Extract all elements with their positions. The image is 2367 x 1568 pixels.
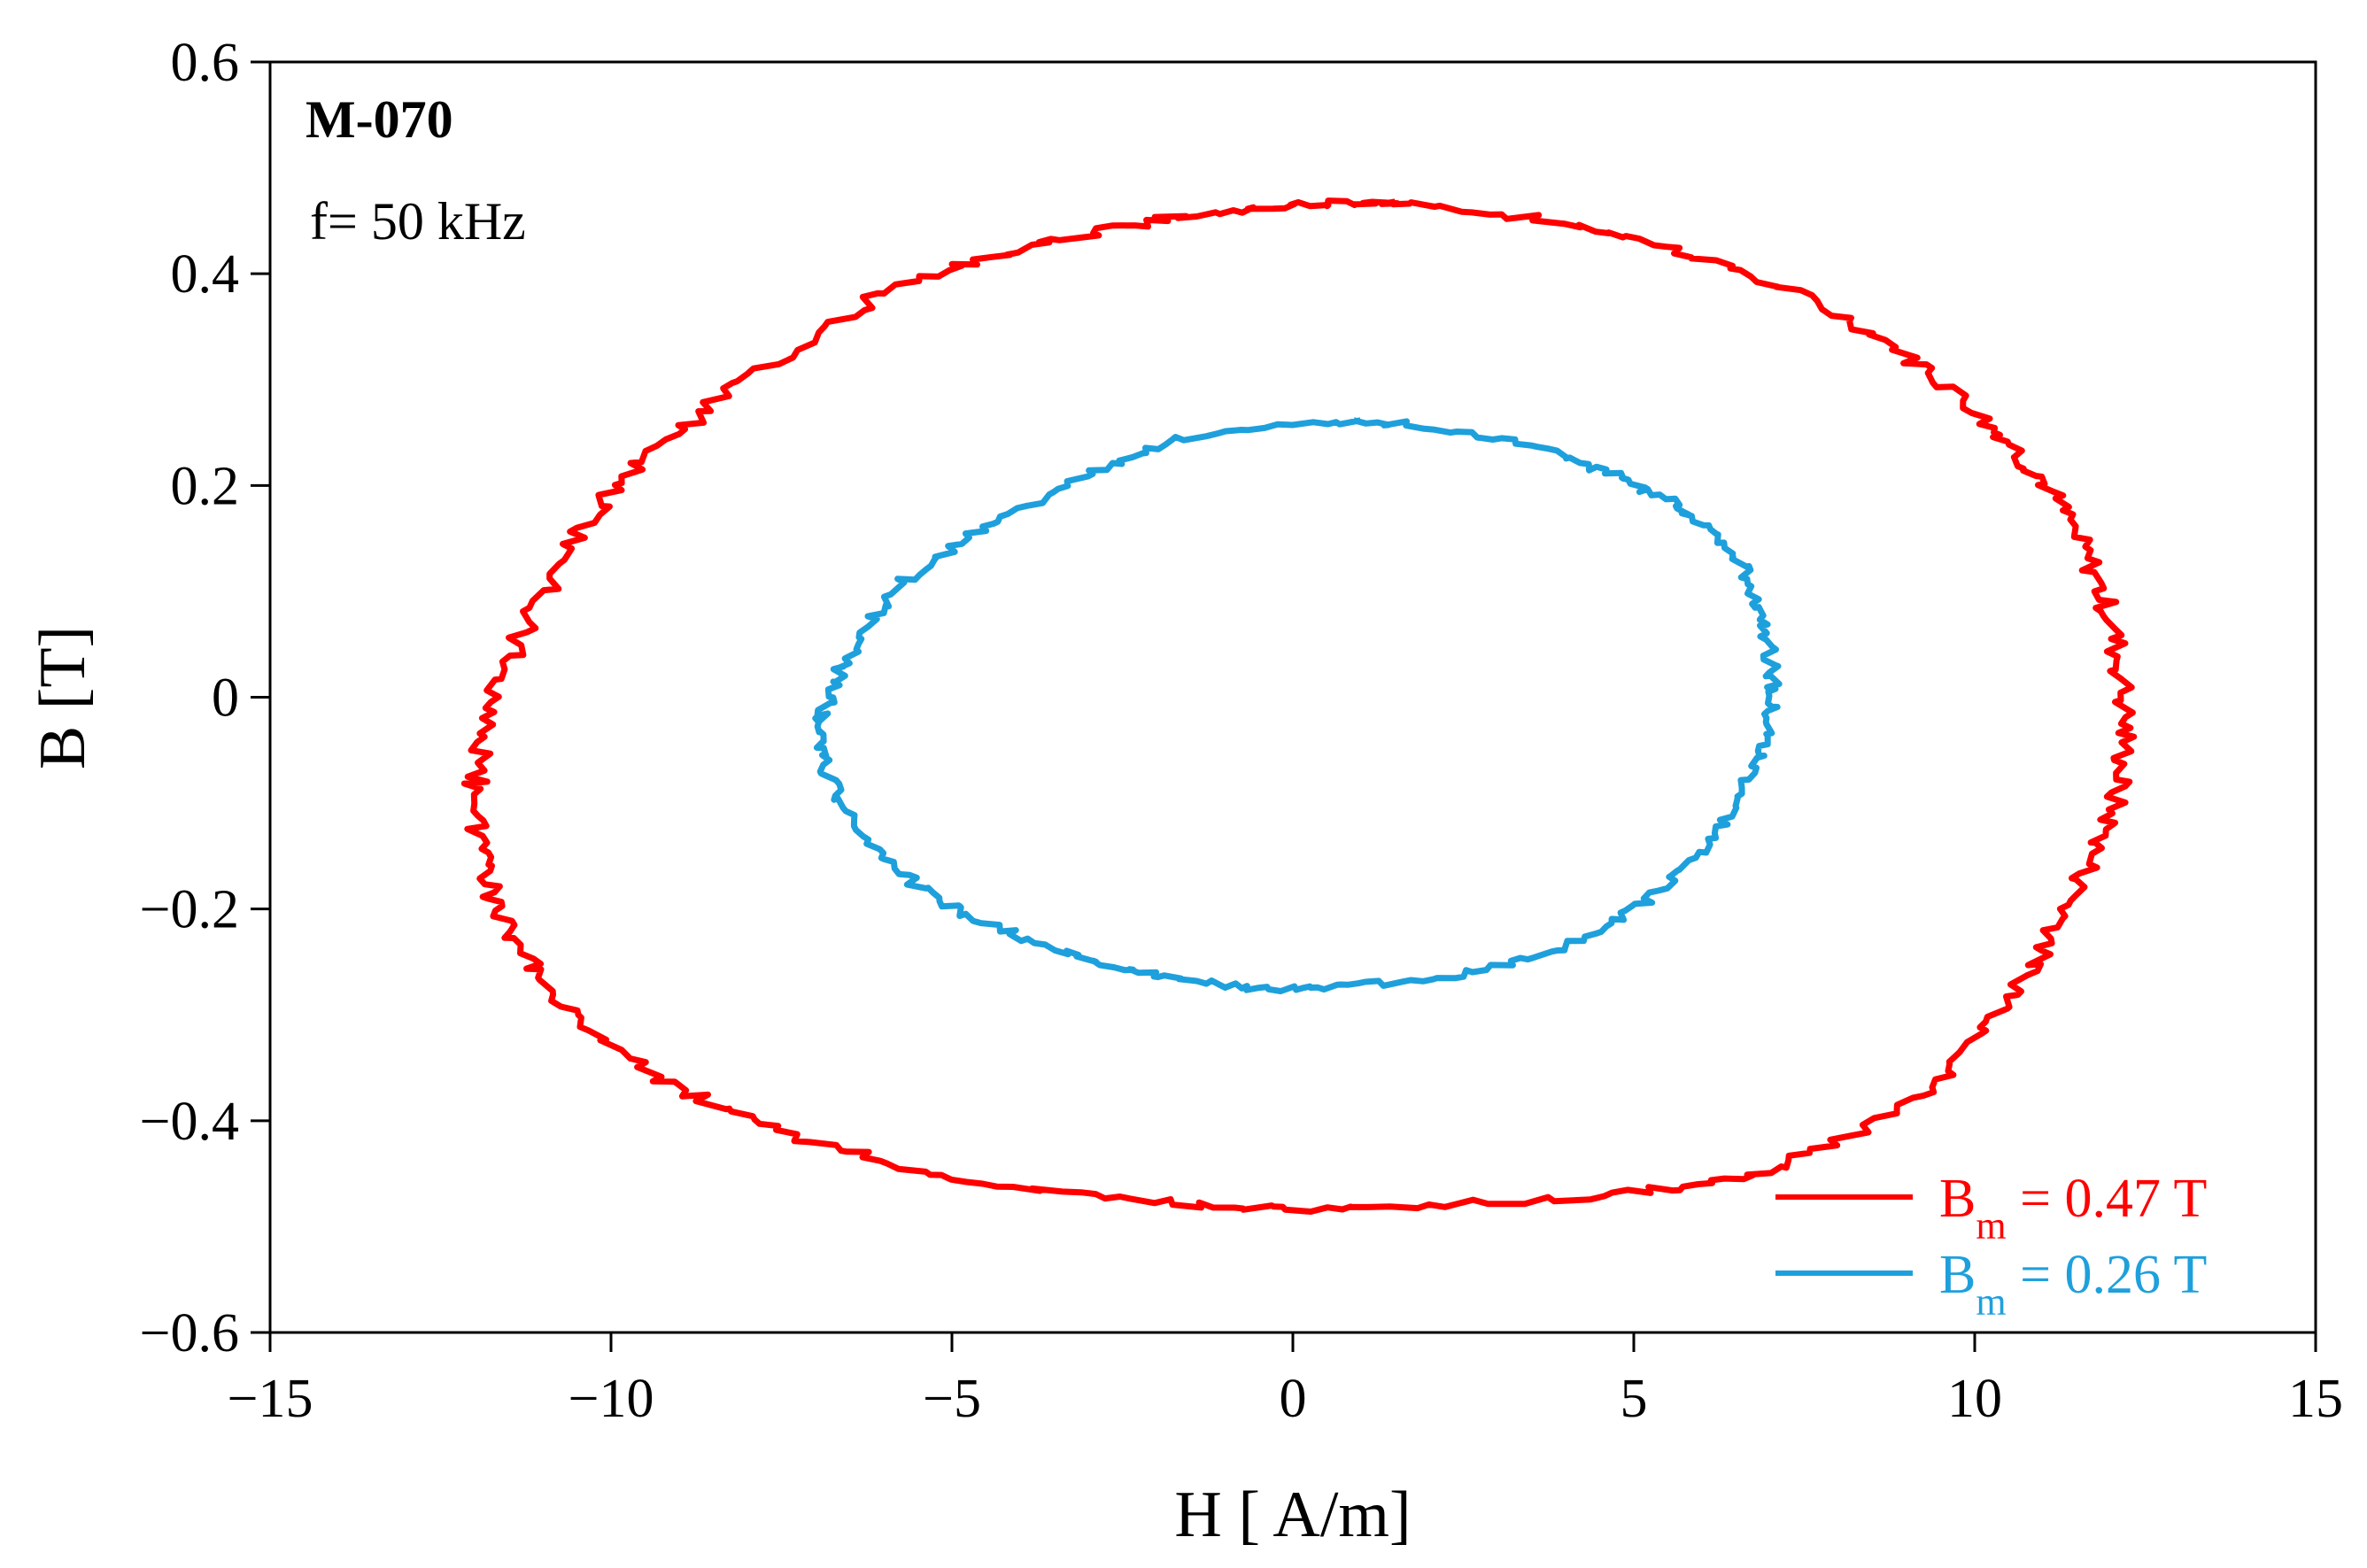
legend-label: Bm = 0.47 T [1939,1169,2207,1247]
x-tick-label: 10 [1947,1369,2002,1429]
x-tick-label: 0 [1280,1369,1307,1429]
series-lines [460,197,2138,1215]
y-axis-ticks: 0.6 0.4 0.2 0 −0.2 −0.4 −0.6 [140,33,270,1363]
series-line [460,197,2138,1215]
y-tick-label: 0.6 [171,33,240,93]
y-tick-label: −0.4 [140,1092,239,1152]
annotation-frequency: f= 50 kHz [310,192,526,251]
x-tick-label: 5 [1621,1369,1648,1429]
legend-label: Bm = 0.26 T [1939,1245,2207,1324]
x-axis-title: H [ A/m] [1174,1479,1411,1551]
y-tick-label: 0.4 [171,244,240,305]
y-axis-title: B [T] [27,626,99,769]
x-tick-label: 15 [2288,1369,2343,1429]
series-line [812,417,1783,994]
x-axis-ticks: −15 −10 −5 0 5 10 15 [228,1332,2343,1429]
y-tick-label: 0.2 [171,456,240,516]
y-tick-label: −0.6 [140,1303,239,1363]
plot-frame [268,60,2317,1334]
legend: Bm = 0.47 TBm = 0.26 T [1775,1169,2207,1324]
x-tick-label: −15 [228,1369,313,1429]
y-tick-label: −0.2 [140,880,239,940]
annotation-material: M-070 [306,90,453,149]
x-tick-label: −5 [923,1369,981,1429]
plot-area [268,60,2317,1334]
x-tick-label: −10 [569,1369,654,1429]
y-tick-label: 0 [212,668,239,729]
